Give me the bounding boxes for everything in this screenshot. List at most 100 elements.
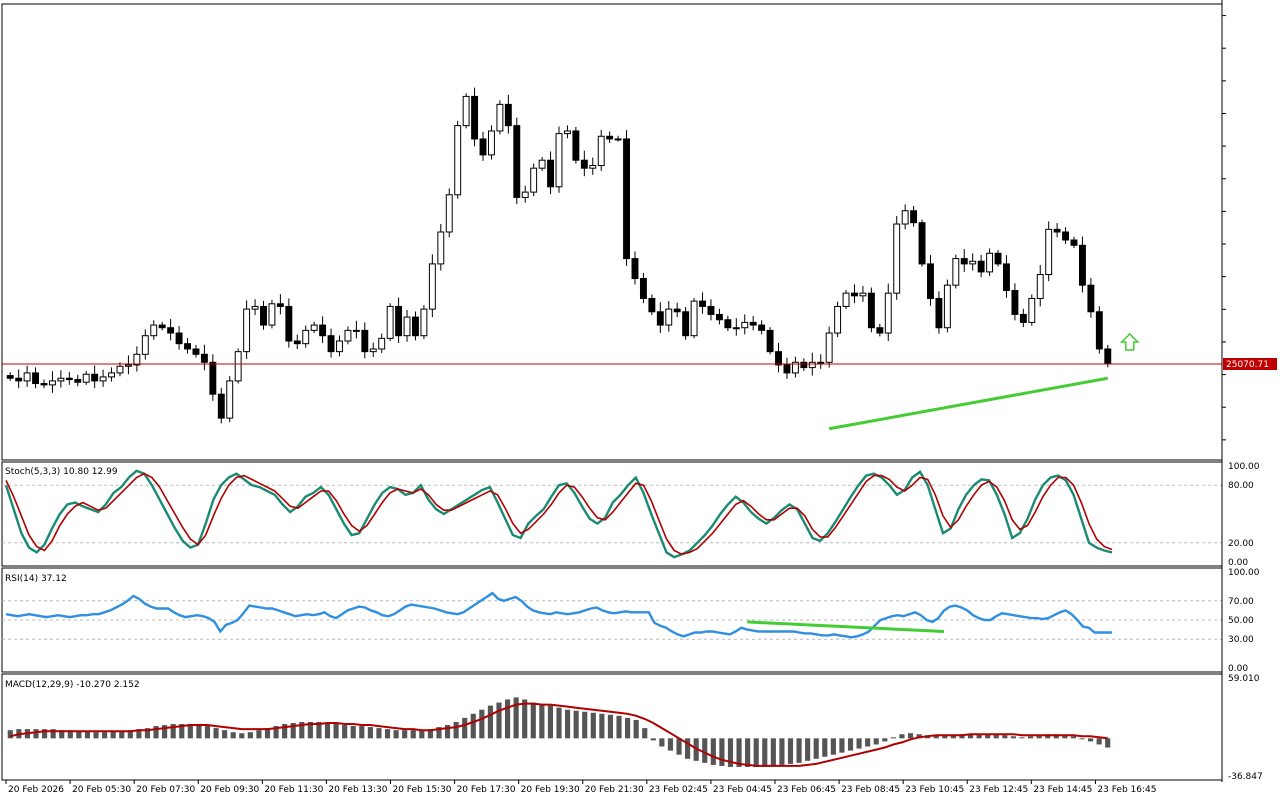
candle-body	[479, 138, 487, 156]
macd-histogram-bar	[839, 738, 845, 753]
candle-body	[437, 231, 445, 265]
buy-arrow-icon	[1119, 332, 1140, 351]
candle-body	[969, 260, 977, 265]
macd-histogram-bar	[136, 729, 142, 739]
macd-histogram-bar	[736, 738, 742, 767]
macd-histogram-bar	[402, 730, 408, 739]
macd-histogram-bar	[1096, 738, 1102, 745]
macd-histogram-bar	[1105, 738, 1111, 748]
macd-histogram-bar	[770, 738, 776, 766]
candle-body	[732, 327, 740, 330]
candle-body	[1019, 313, 1027, 323]
rsi-panel[interactable]: RSI(14) 37.12 100.00 70.00 50.00 30.00 0.00	[1, 567, 1260, 674]
macd-histogram-bar	[127, 730, 133, 739]
macd-histogram-bar	[170, 724, 176, 739]
candle-body	[217, 393, 225, 419]
candle-body	[23, 372, 31, 382]
candle-body	[589, 165, 597, 169]
macd-histogram-bar	[522, 699, 528, 739]
macd-histogram-bar	[144, 728, 151, 739]
macd-title: MACD(12,29,9) -10.270 2.152	[5, 680, 140, 690]
candle-body	[648, 297, 656, 313]
candle-body	[1045, 228, 1053, 276]
macd-histogram-bar	[419, 730, 425, 739]
candle-body	[665, 308, 673, 326]
macd-histogram-bar	[942, 735, 948, 739]
candle-body	[276, 303, 284, 307]
time-tick-label: 20 Feb 05:30	[72, 785, 131, 795]
candle-body	[319, 324, 327, 337]
candle-body	[766, 329, 774, 353]
macd-panel[interactable]: MACD(12,29,9) -10.270 2.152 59.010 -36.84…	[1, 673, 1263, 782]
candle-body	[513, 125, 521, 198]
candle-body	[91, 373, 99, 382]
candle-body	[943, 284, 951, 329]
candle-body	[192, 348, 200, 355]
candle-body	[133, 353, 141, 366]
time-tick-label: 23 Feb 06:45	[777, 785, 836, 795]
macd-histogram-bar	[539, 704, 545, 739]
macd-histogram-bar	[976, 734, 982, 739]
candle-body	[386, 305, 394, 339]
candle-body	[395, 305, 403, 337]
stochastic-panel[interactable]: Stoch(5,3,3) 10.80 12.99 100.00 80.00 20.0…	[1, 461, 1260, 568]
macd-histogram-bar	[659, 738, 665, 747]
macd-histogram-bar	[1027, 736, 1034, 739]
macd-histogram-bar	[316, 721, 322, 739]
macd-histogram-bar	[110, 731, 116, 739]
candle-body	[859, 292, 867, 297]
candle-body	[428, 263, 436, 310]
candle-body	[884, 292, 892, 334]
macd-histogram-bar	[1002, 735, 1008, 739]
indicator-tick-label: 100.00	[1228, 568, 1260, 578]
macd-tick-label: 59.010	[1228, 674, 1260, 684]
macd-histogram-bar	[702, 738, 708, 763]
candle-body	[1062, 231, 1070, 241]
indicator-tick-label: 0.00	[1228, 558, 1248, 568]
macd-histogram-bar	[650, 738, 656, 741]
macd-histogram-bar	[985, 734, 991, 739]
candle-body	[226, 380, 234, 419]
macd-histogram-bar	[187, 724, 193, 739]
candle-body	[15, 377, 23, 382]
macd-histogram-bar	[856, 738, 862, 749]
macd-histogram-bar	[470, 713, 476, 739]
candle-body	[302, 329, 310, 345]
macd-histogram-bar	[102, 732, 108, 739]
candle-body	[48, 380, 56, 386]
candle-body	[378, 337, 386, 350]
macd-signal-line	[10, 702, 1108, 767]
candle-body	[99, 376, 107, 382]
macd-histogram-bar	[299, 721, 305, 739]
macd-histogram-bar	[582, 711, 588, 739]
macd-histogram-bar	[50, 729, 56, 739]
rsi-title: RSI(14) 37.12	[5, 574, 67, 584]
macd-histogram-bar	[479, 709, 485, 739]
price-panel[interactable]: 25070.71	[1, 3, 1277, 461]
macd-histogram-bar	[933, 735, 939, 739]
candle-body	[116, 365, 124, 374]
macd-histogram-bar	[247, 732, 253, 739]
macd-histogram-bar	[410, 730, 416, 739]
macd-histogram-bar	[796, 738, 802, 763]
macd-histogram-bar	[33, 729, 39, 739]
macd-histogram-bar	[882, 738, 888, 742]
candle-body	[715, 313, 723, 321]
candle-body	[1003, 263, 1010, 291]
candle-body	[597, 135, 605, 167]
candle-body	[1028, 297, 1036, 323]
candle-body	[758, 324, 766, 331]
macd-histogram-bar	[710, 738, 716, 765]
macd-histogram-bar	[899, 734, 905, 739]
macd-histogram-bar	[513, 697, 519, 739]
macd-histogram-bar	[230, 732, 236, 739]
macd-histogram-bar	[556, 707, 562, 739]
indicator-tick-label: 0.00	[1228, 664, 1248, 674]
macd-histogram-bar	[307, 721, 313, 739]
candle-body	[682, 311, 690, 337]
macd-histogram-bar	[213, 728, 219, 739]
candle-body	[420, 308, 428, 337]
time-tick-label: 23 Feb 10:45	[905, 785, 964, 795]
macd-histogram-bar	[1019, 737, 1025, 739]
